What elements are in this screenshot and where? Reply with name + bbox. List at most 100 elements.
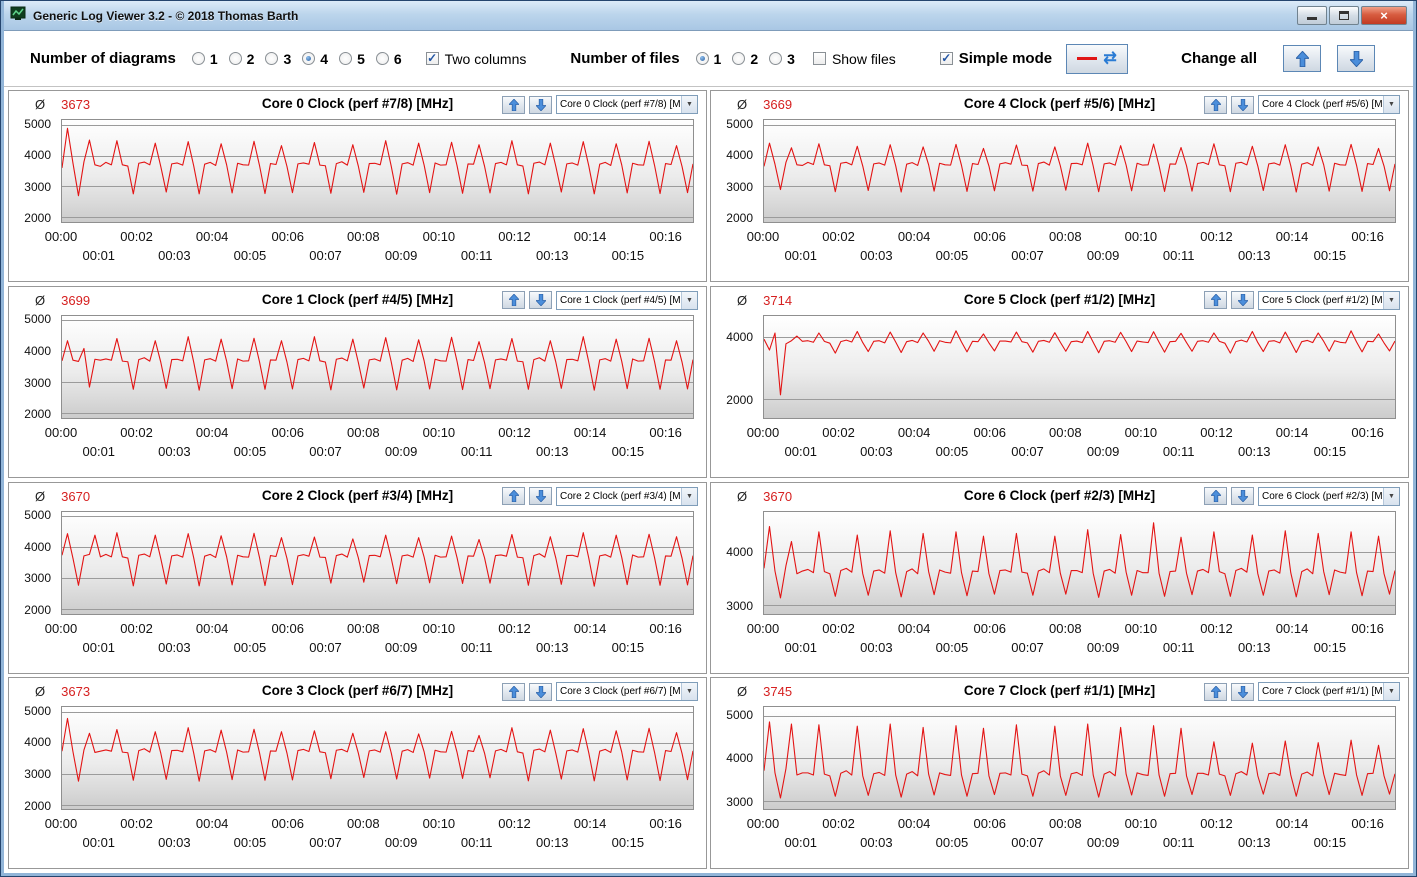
close-button[interactable]: ×	[1361, 6, 1407, 25]
move-down-button[interactable]	[1231, 487, 1254, 505]
title-bar[interactable]: Generic Log Viewer 3.2 - © 2018 Thomas B…	[4, 1, 1413, 31]
x-tick-label: 00:16	[649, 229, 682, 244]
series-color-line	[1077, 57, 1098, 60]
arrow-up-icon	[508, 98, 519, 111]
avg-symbol: Ø	[737, 97, 748, 112]
move-up-button[interactable]	[1204, 291, 1227, 310]
gridline	[764, 186, 1395, 188]
x-tick-label: 00:09	[384, 639, 418, 655]
gridline	[62, 516, 693, 518]
series-dropdown-value: Core 6 Clock (perf #2/3) [M	[1262, 490, 1383, 502]
chart-panel: Ø 3670 Core 2 Clock (perf #3/4) [MHz] Co…	[8, 481, 707, 674]
x-tick-label: 00:07	[1011, 835, 1044, 851]
diagram-count-6[interactable]: 6	[375, 51, 402, 67]
avg-symbol: Ø	[35, 684, 46, 700]
gridline	[764, 605, 1395, 607]
minimize-button[interactable]	[1297, 6, 1327, 25]
x-axis: 00:00 00:02 00:04 00:06 00:08 00:10 00:12 00:14…	[45, 617, 694, 661]
simple-mode-checkbox[interactable]	[939, 52, 953, 65]
x-tick-label: 00:11	[460, 639, 493, 655]
series-dropdown[interactable]: Core 4 Clock (perf #5/6) [M ▼	[1258, 95, 1400, 114]
x-tick-label: 00:06	[973, 424, 1007, 440]
move-up-button[interactable]	[502, 95, 525, 114]
line-style-refresh-button[interactable]: ⇄	[1066, 43, 1129, 74]
file-count-1[interactable]: 1	[695, 51, 721, 67]
series-dropdown-value: Core 3 Clock (perf #6/7) [M	[560, 686, 681, 698]
arrow-up-icon	[1210, 98, 1221, 111]
move-down-button[interactable]	[529, 682, 552, 701]
series-dropdown[interactable]: Core 6 Clock (perf #2/3) [M ▼	[1258, 486, 1400, 506]
chart-panel: Ø 3673 Core 3 Clock (perf #6/7) [MHz] Co…	[8, 677, 707, 870]
move-down-button[interactable]	[1231, 682, 1254, 701]
arrow-down-icon	[1237, 98, 1248, 111]
change-all-down-button[interactable]	[1337, 45, 1375, 72]
two-columns-option[interactable]: Two columns	[425, 51, 526, 67]
diagram-count-3[interactable]: 3	[265, 51, 291, 67]
series-dropdown[interactable]: Core 0 Clock (perf #7/8) [M ▼	[556, 95, 698, 114]
move-up-button[interactable]	[502, 682, 525, 701]
series-dropdown[interactable]: Core 2 Clock (perf #3/4) [M ▼	[556, 486, 698, 506]
x-tick-label: 00:16	[1351, 424, 1384, 440]
x-tick-label: 00:12	[498, 424, 531, 440]
move-up-button[interactable]	[1204, 95, 1227, 114]
x-tick-label: 00:09	[384, 835, 418, 851]
maximize-button[interactable]	[1329, 6, 1359, 25]
show-files-option[interactable]: Show files	[812, 51, 896, 67]
x-tick-label: 00:05	[935, 639, 969, 655]
show-files-checkbox[interactable]	[812, 52, 826, 65]
move-up-button[interactable]	[502, 487, 525, 505]
x-tick-label: 00:09	[1086, 639, 1120, 655]
diagram-count-2[interactable]: 2	[228, 51, 254, 67]
move-down-button[interactable]	[529, 95, 552, 114]
move-up-button[interactable]	[502, 291, 525, 310]
x-tick-label: 00:12	[1200, 816, 1233, 832]
diagram-count-1[interactable]: 1	[191, 50, 218, 67]
series-svg	[764, 120, 1395, 222]
x-tick-label: 00:15	[1313, 443, 1347, 459]
file-count-2[interactable]: 2	[732, 51, 758, 67]
move-up-button[interactable]	[1204, 487, 1227, 505]
x-tick-label: 00:11	[1162, 639, 1195, 655]
gridline	[62, 155, 693, 157]
y-tick-label: 4000	[726, 148, 753, 163]
x-tick-label: 00:09	[1086, 443, 1120, 459]
x-tick-label: 00:15	[1313, 248, 1347, 263]
x-tick-label: 00:11	[1162, 443, 1195, 459]
y-tick-label: 5000	[24, 116, 51, 131]
move-up-button[interactable]	[1204, 682, 1227, 701]
panel-controls: Core 2 Clock (perf #3/4) [M ▼	[502, 486, 698, 506]
y-tick-label: 5000	[24, 312, 51, 327]
diagram-count-5[interactable]: 5	[339, 51, 365, 67]
gridline	[764, 715, 1395, 717]
y-axis-labels: 5000 4000 3000 2000	[9, 704, 55, 813]
move-down-button[interactable]	[1231, 95, 1254, 114]
file-count-3[interactable]: 3	[769, 51, 795, 67]
series-dropdown[interactable]: Core 3 Clock (perf #6/7) [M ▼	[556, 682, 698, 702]
series-svg	[62, 316, 693, 418]
series-line	[62, 719, 693, 782]
diagram-count-4[interactable]: 4	[302, 51, 328, 67]
move-down-button[interactable]	[1231, 291, 1254, 310]
x-tick-label: 00:10	[1124, 424, 1158, 440]
radio-label: 1	[209, 50, 218, 67]
x-tick-label: 00:00	[44, 424, 78, 440]
x-tick-label: 00:10	[1124, 620, 1158, 636]
arrow-down-icon	[1349, 50, 1363, 67]
series-dropdown[interactable]: Core 7 Clock (perf #1/1) [M ▼	[1258, 682, 1400, 702]
chevron-down-icon: ▼	[1383, 487, 1399, 505]
x-tick-label: 00:02	[822, 424, 855, 440]
series-dropdown[interactable]: Core 5 Clock (perf #1/2) [M ▼	[1258, 290, 1400, 310]
move-down-button[interactable]	[529, 291, 552, 310]
move-down-button[interactable]	[529, 487, 552, 505]
avg-value: 3745	[763, 684, 793, 700]
change-all-up-button[interactable]	[1283, 45, 1321, 72]
gridline	[62, 711, 693, 713]
two-columns-checkbox[interactable]	[425, 52, 439, 65]
simple-mode-option[interactable]: Simple mode	[939, 50, 1052, 67]
x-tick-label: 00:13	[1238, 443, 1271, 459]
x-tick-label: 00:01	[784, 248, 818, 263]
gridline	[764, 124, 1395, 126]
series-dropdown[interactable]: Core 1 Clock (perf #4/5) [M ▼	[556, 290, 698, 310]
plot-area	[61, 119, 694, 223]
y-tick-label: 2000	[24, 602, 51, 617]
